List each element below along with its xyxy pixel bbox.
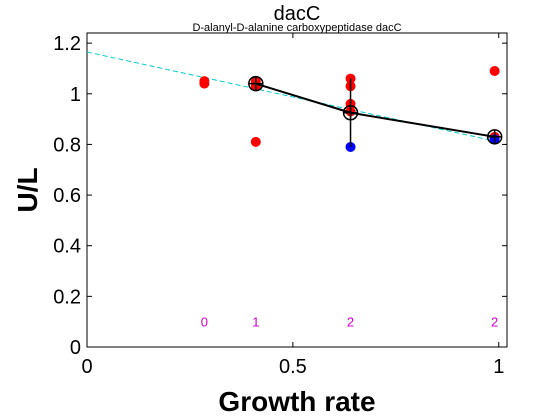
chart-subtitle: D-alanyl-D-alanine carboxypeptidase dacC — [192, 22, 401, 34]
x-axis-label: Growth rate — [218, 386, 375, 417]
y-axis-label: U/L — [12, 167, 43, 212]
red-data-point — [489, 65, 500, 76]
x-tick-label: 0 — [81, 356, 92, 378]
plot-frame — [86, 32, 508, 348]
count-label: 0 — [201, 315, 208, 330]
chart-marks: 0 0.5 1 0 0.2 0.4 0.6 0.8 1 1.2 0 1 2 2 — [53, 33, 507, 378]
y-tick-label: 1.2 — [53, 33, 81, 55]
x-tick-label: 0.5 — [279, 356, 307, 378]
y-tick-label: 0.8 — [53, 134, 81, 156]
red-data-point — [250, 136, 261, 147]
mean-marker — [486, 129, 503, 145]
mean-line — [255, 82, 495, 138]
red-data-point — [199, 78, 210, 89]
mean-marker — [342, 105, 359, 121]
y-tick-label: 0.2 — [53, 286, 81, 308]
x-tick-label: 1 — [493, 356, 504, 378]
count-label: 2 — [347, 315, 354, 330]
count-label: 2 — [491, 315, 498, 330]
count-label: 1 — [252, 315, 259, 330]
y-tick-label: 1 — [70, 84, 81, 106]
y-tick-label: 0.6 — [53, 185, 81, 207]
y-tick-label: 0.4 — [53, 236, 81, 258]
y-tick-label: 0 — [70, 337, 81, 359]
chart-title: dacC — [274, 3, 321, 25]
fit-line — [86, 51, 499, 143]
mean-marker — [248, 75, 264, 92]
